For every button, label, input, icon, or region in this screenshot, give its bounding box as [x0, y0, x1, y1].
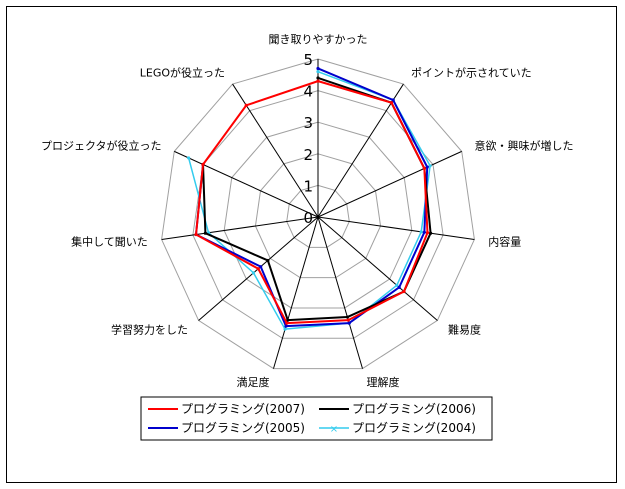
series-3-point-2 [428, 164, 432, 168]
tick-label-1: 1 [303, 177, 313, 195]
axis-label-3: 内容量 [488, 234, 521, 248]
axis-label-6: 満足度 [237, 375, 270, 389]
series-3-point-4 [395, 283, 399, 287]
series-2-point-1 [391, 98, 395, 102]
legend-entry-2007: プログラミング(2007) [148, 402, 305, 416]
grid-layer [161, 58, 475, 370]
series-1-point-3 [429, 231, 433, 235]
series-2-point-0 [316, 66, 320, 71]
axis-label-10: LEGOが役立った [140, 65, 225, 79]
spoke-5 [317, 216, 363, 369]
spoke-2 [317, 150, 462, 218]
grid-ring-1 [286, 184, 350, 248]
series-3-point-6 [283, 327, 287, 331]
series-layer [187, 66, 433, 331]
series-0-point-7 [256, 267, 260, 271]
series-line-0 [195, 80, 429, 325]
legend-label-2006: プログラミング(2006) [352, 402, 476, 416]
series-line-2 [195, 67, 429, 328]
series-1-point-0 [316, 76, 320, 80]
series-2-point-7 [259, 265, 263, 269]
spoke-6 [273, 216, 319, 369]
tick-label-3: 3 [303, 114, 313, 132]
tick-label-0: 0 [303, 209, 313, 227]
legend-label-2004: プログラミング(2004) [352, 421, 476, 435]
series-1-point-7 [266, 258, 270, 263]
series-3-point-9 [187, 156, 191, 160]
series-3-point-3 [419, 230, 423, 234]
spoke-9 [174, 150, 319, 218]
series-2-point-4 [397, 285, 401, 289]
spoke-1 [317, 83, 404, 218]
axis-label-4: 難易度 [448, 323, 481, 337]
series-0-point-5 [346, 318, 350, 322]
series-0-point-10 [244, 103, 248, 107]
series-0-point-4 [402, 289, 406, 294]
series-0-point-0 [316, 79, 320, 83]
spoke-8 [161, 216, 319, 240]
axis-label-2: 意欲・興味が増した [474, 139, 573, 153]
legend-marker-2004: × [330, 424, 338, 435]
axis-label-5: 理解度 [366, 375, 399, 389]
spoke-3 [317, 216, 475, 240]
tick-label-5: 5 [303, 51, 313, 69]
axis-label-8: 集中して聞いた [71, 234, 148, 248]
legend-entry-2006: プログラミング(2006) [319, 402, 476, 416]
axis-label-0: 聞き取りやすかった [269, 33, 368, 46]
grid-ring-2 [254, 153, 382, 279]
grid-ring-5 [161, 58, 475, 370]
series-1-point-8 [203, 231, 207, 235]
legend-label-2007: プログラミング(2007) [181, 402, 305, 416]
tick-layer: 0 1 2 3 4 5 [303, 51, 313, 227]
series-1-point-5 [345, 315, 349, 319]
series-0-point-2 [422, 166, 426, 171]
series-0-point-8 [194, 232, 198, 237]
tick-label-4: 4 [303, 83, 313, 101]
series-0-point-1 [389, 101, 394, 105]
axis-label-7: 学習努力をした [111, 323, 188, 337]
grid-ring-3 [223, 121, 413, 309]
spoke-4 [317, 216, 438, 321]
series-2-point-3 [422, 230, 426, 234]
legend-entry-2005: プログラミング(2005) [148, 421, 305, 435]
legend: プログラミング(2007) プログラミング(2006) プログラミング(2005… [140, 396, 493, 441]
series-2-point-5 [347, 321, 351, 325]
axis-label-9: プロジェクタが役立った [41, 139, 162, 153]
series-1-point-6 [286, 318, 290, 322]
series-0-point-3 [425, 231, 430, 235]
tick-label-2: 2 [303, 146, 313, 164]
axis-label-1: ポイントが示されていた [411, 65, 532, 79]
series-3-point-0 [316, 70, 320, 74]
series-2-point-6 [284, 324, 288, 328]
series-3-point-7 [251, 271, 256, 275]
series-0-point-9 [201, 162, 205, 167]
legend-entry-2004: × プログラミング(2004) [319, 421, 476, 435]
legend-label-2005: プログラミング(2005) [181, 421, 305, 435]
series-2-point-2 [425, 165, 429, 169]
series-0-point-6 [285, 321, 289, 325]
legend-box [140, 396, 493, 441]
